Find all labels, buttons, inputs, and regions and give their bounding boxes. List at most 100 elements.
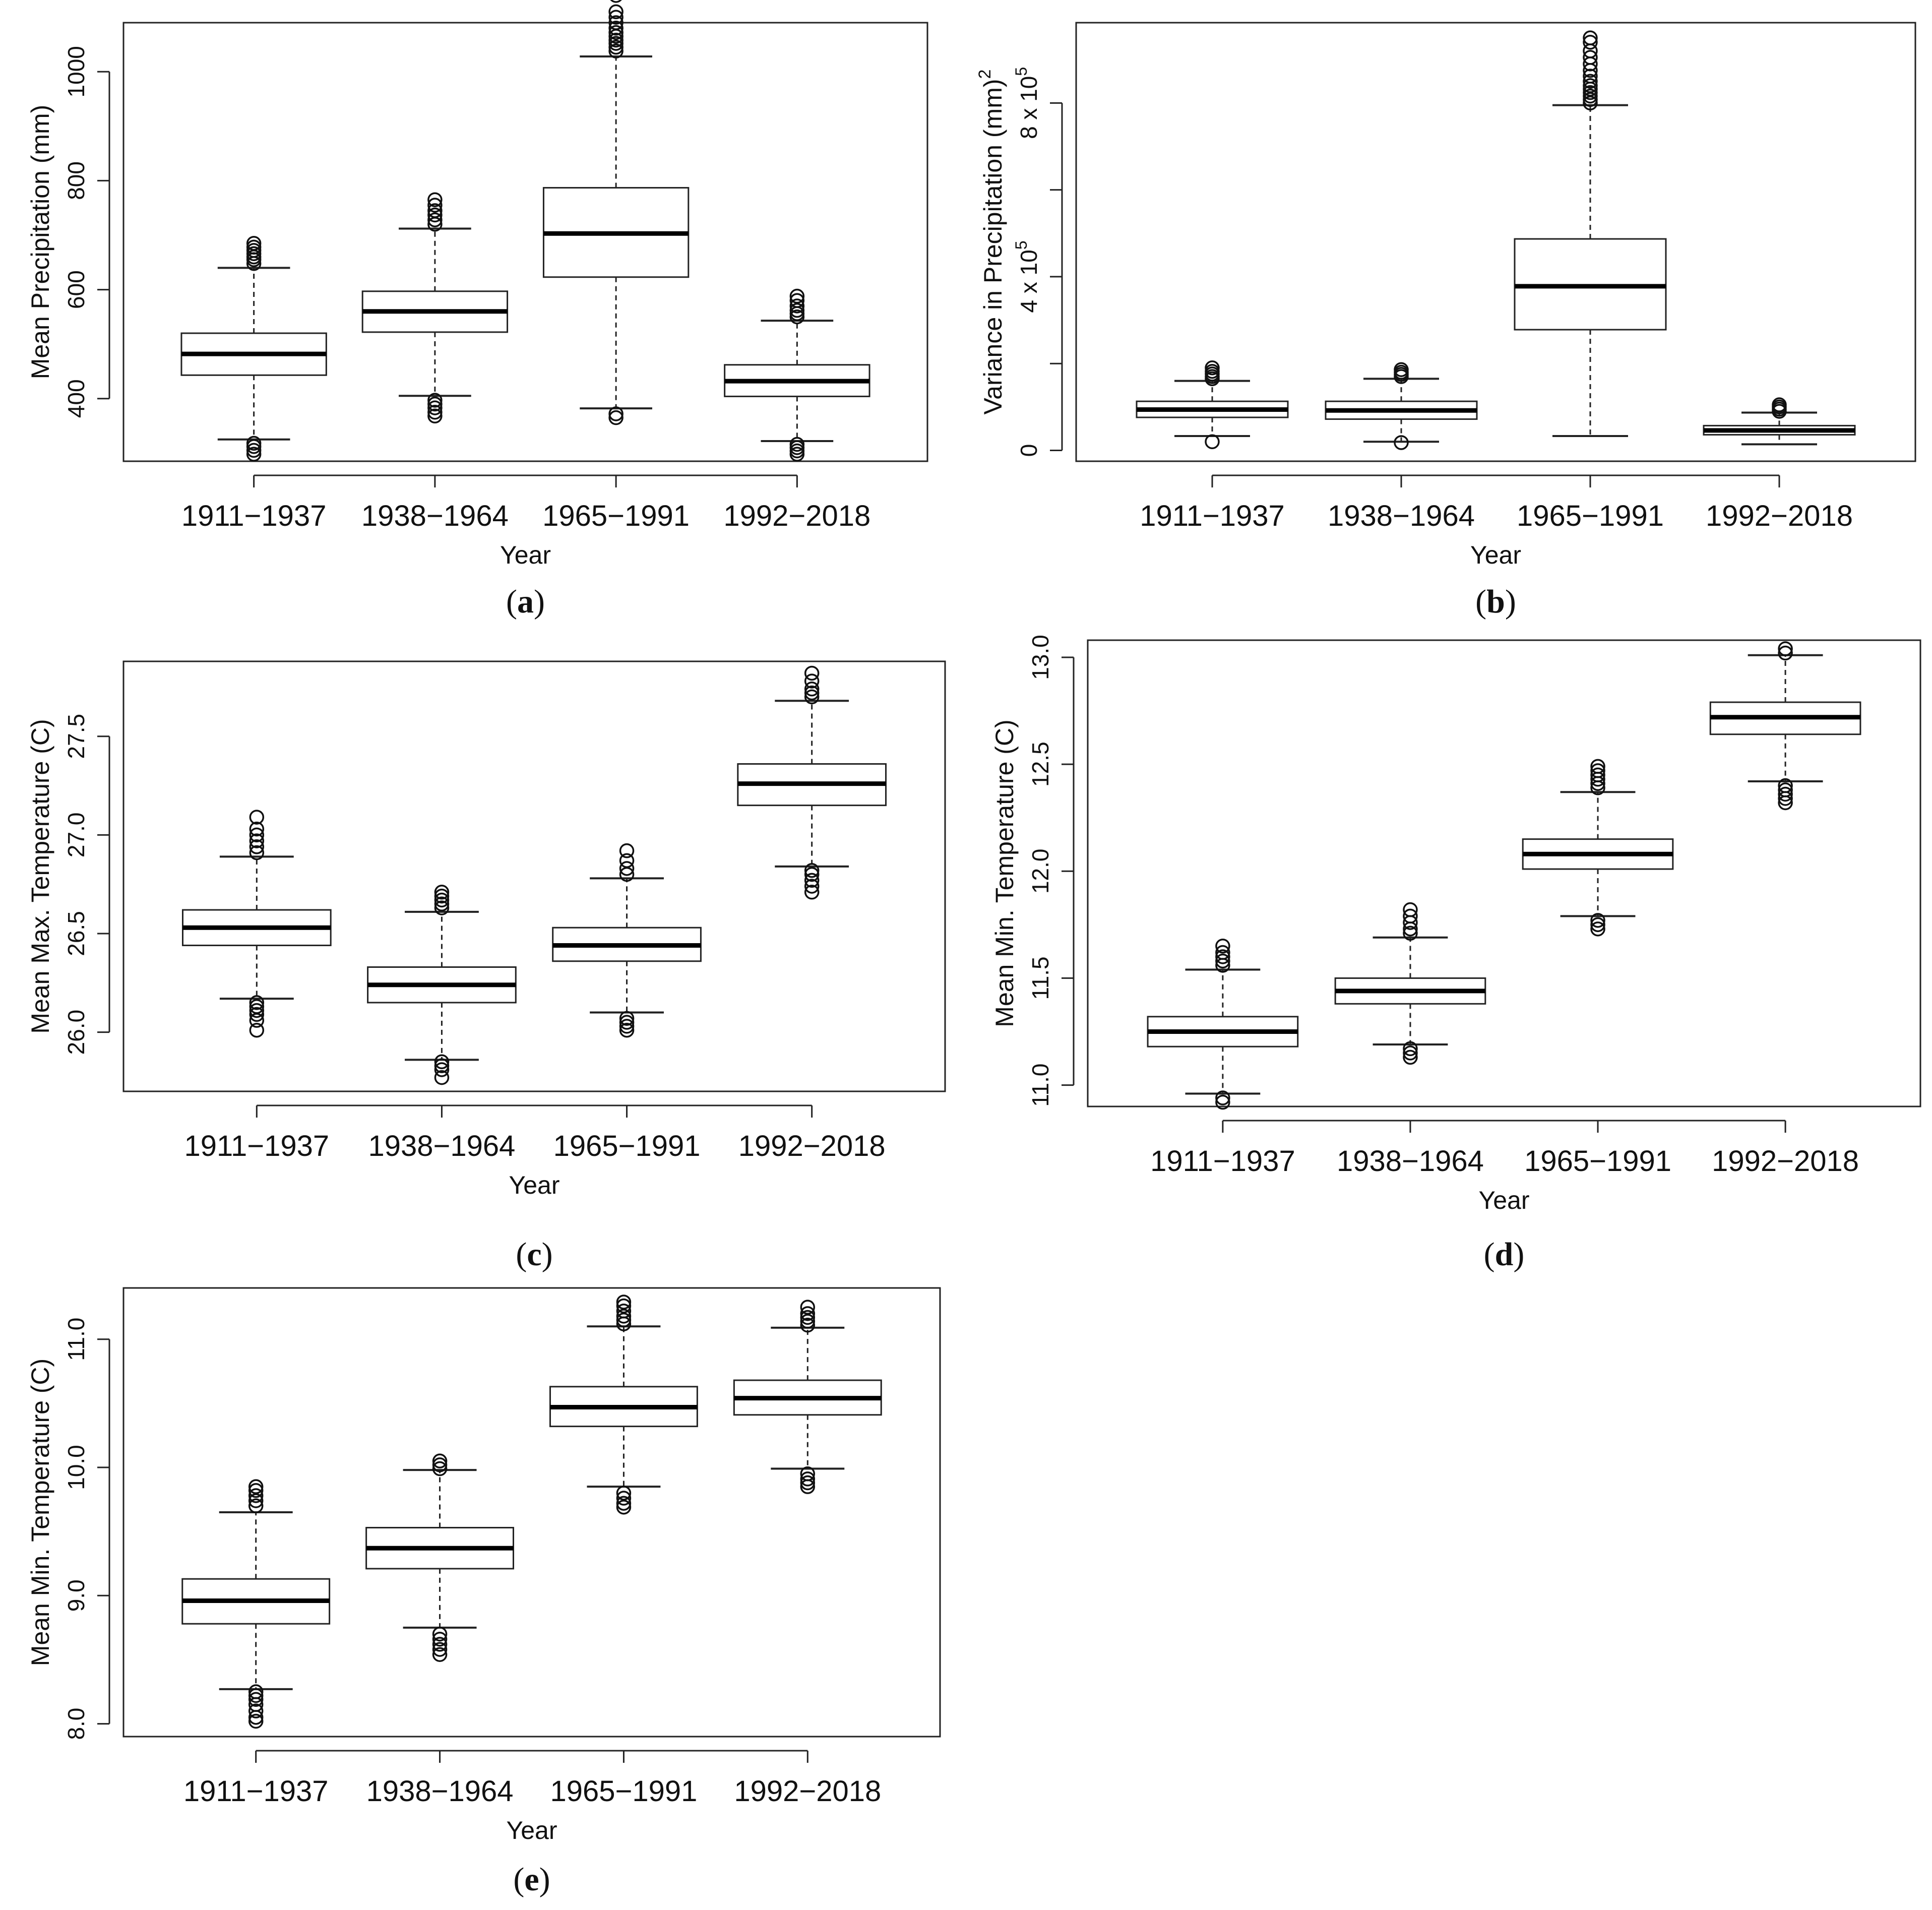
outlier-point — [427, 404, 443, 420]
outlier-point — [434, 1070, 450, 1085]
outlier-point — [1778, 641, 1793, 656]
outlier-point — [1394, 362, 1409, 377]
panel-caption: (e) — [513, 1861, 550, 1898]
outlier-point — [249, 999, 265, 1014]
x-axis-title: Year — [506, 1816, 557, 1844]
plot-frame — [122, 22, 928, 462]
outlier-point — [248, 1692, 264, 1707]
outlier-point — [434, 888, 450, 904]
outlier-point — [248, 1493, 264, 1508]
box-3 — [549, 1295, 698, 1515]
outlier-point — [1590, 759, 1605, 774]
box-4 — [733, 1300, 882, 1494]
box-2 — [1325, 362, 1478, 450]
outlier-point — [610, 0, 622, 3]
outlier-point — [1403, 1050, 1418, 1065]
x-axis-title: Year — [509, 1171, 559, 1199]
outlier-point — [249, 995, 265, 1010]
panel-caption: (c) — [516, 1236, 552, 1273]
box-3 — [552, 843, 702, 1038]
x-category-label: 1911−1937 — [1150, 1145, 1295, 1178]
y-tick-label: 600 — [63, 270, 89, 309]
outlier-point — [427, 400, 443, 415]
outlier-point — [434, 1058, 450, 1073]
outlier-point — [608, 10, 624, 25]
plot-frame — [1075, 22, 1916, 462]
outlier-point — [804, 867, 820, 882]
outlier-point — [249, 839, 265, 854]
outlier-point — [246, 443, 262, 458]
outlier-point — [800, 1314, 816, 1329]
outlier-point — [1215, 939, 1230, 954]
outlier-point — [246, 436, 262, 451]
outlier-point — [608, 410, 624, 425]
outlier-point — [1590, 917, 1605, 933]
box-1 — [181, 810, 332, 1038]
outlier-point — [434, 885, 450, 900]
x-category-label: 1938−1964 — [366, 1775, 514, 1808]
outlier-point — [800, 1466, 816, 1482]
outlier-point — [789, 306, 805, 321]
outlier-point — [608, 39, 624, 55]
outlier-point — [248, 1713, 264, 1729]
box-4 — [1709, 641, 1861, 811]
x-category-label: 1992−2018 — [734, 1775, 881, 1808]
outlier-point — [1590, 763, 1605, 778]
outlier-point — [616, 1500, 632, 1515]
x-category-label: 1965−1991 — [1524, 1145, 1671, 1178]
y-tick-exponent: 5 — [1012, 240, 1030, 250]
plot-frame — [1087, 639, 1921, 1107]
y-axis-title: Mean Min. Temperature (C) — [990, 719, 1019, 1027]
outlier-point — [1772, 397, 1787, 412]
outlier-point — [432, 1461, 448, 1476]
outlier-point — [619, 1022, 635, 1038]
outlier-point — [608, 32, 624, 48]
outlier-point — [616, 1309, 632, 1324]
outlier-point — [249, 810, 265, 825]
panel-caption: (a) — [506, 583, 545, 620]
y-tick-label: 8 x 105 — [1012, 67, 1042, 139]
outlier-point — [1403, 908, 1418, 924]
outlier-point — [804, 879, 820, 894]
outlier-point — [432, 1642, 448, 1657]
y-tick-label: 26.5 — [63, 911, 89, 956]
outlier-point — [1583, 30, 1598, 45]
outlier-point — [608, 15, 624, 30]
x-category-label: 1911−1937 — [184, 1130, 330, 1162]
outlier-point — [249, 845, 265, 860]
x-category-label: 1992−2018 — [738, 1130, 886, 1162]
outlier-point — [248, 1684, 264, 1699]
x-category-label: 1992−2018 — [1712, 1145, 1859, 1178]
outlier-point — [1778, 645, 1793, 661]
outlier-point — [1590, 913, 1605, 928]
box-3 — [1522, 759, 1674, 937]
outlier-point — [248, 1498, 264, 1514]
outlier-point — [434, 1054, 450, 1070]
box-1 — [1147, 939, 1299, 1110]
y-tick-label: 1000 — [63, 46, 89, 97]
outlier-point — [1215, 1090, 1230, 1105]
outlier-point — [616, 1295, 632, 1310]
x-category-label: 1965−1991 — [550, 1775, 697, 1808]
y-tick-label: 12.5 — [1027, 742, 1053, 787]
outlier-point — [1583, 78, 1598, 93]
outlier-point — [608, 25, 624, 40]
outlier-point — [427, 408, 443, 424]
outlier-point — [616, 1312, 632, 1328]
outlier-point — [619, 1015, 635, 1030]
outlier-point — [248, 1703, 264, 1718]
outlier-point — [248, 1688, 264, 1703]
box-1 — [181, 1479, 331, 1729]
outlier-point — [246, 447, 262, 462]
outlier-point — [427, 203, 443, 218]
outlier-point — [427, 192, 443, 207]
outlier-point — [619, 853, 635, 868]
y-tick-label: 11.0 — [63, 1318, 89, 1361]
outlier-point — [1215, 949, 1230, 964]
box-4 — [737, 665, 887, 900]
outlier-point — [800, 1306, 816, 1321]
outlier-point — [1583, 69, 1598, 84]
outlier-point — [434, 892, 450, 908]
y-tick-label: 13.0 — [1027, 635, 1053, 680]
